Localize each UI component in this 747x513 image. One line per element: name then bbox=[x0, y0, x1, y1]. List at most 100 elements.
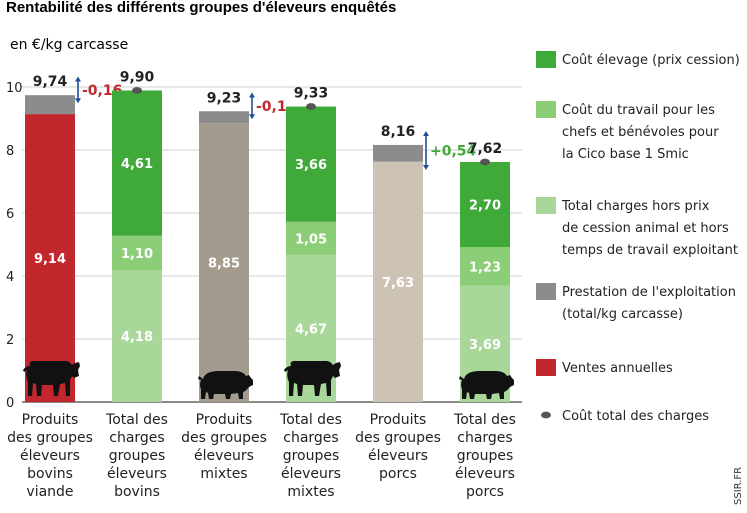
category-label-line: éleveurs bbox=[20, 448, 80, 464]
total-value-label: 9,33 bbox=[294, 86, 329, 102]
legend-item: Coût total des charges bbox=[541, 409, 709, 424]
category-label-line: éleveurs bbox=[455, 466, 515, 482]
bar-stack: 4,67 1,05 3,66 9,33 bbox=[284, 86, 341, 402]
category-label-line: des groupes bbox=[181, 430, 267, 446]
segment-value-label: 3,69 bbox=[469, 338, 501, 353]
legend: Coût élevage (prix cession) Coût du trava… bbox=[536, 51, 740, 424]
legend-label: de cession animal et hors bbox=[562, 221, 729, 236]
category-label-line: Produits bbox=[22, 412, 79, 428]
pig-icon bbox=[198, 371, 253, 399]
y-tick-label: 0 bbox=[6, 396, 14, 411]
segment-value-label: 4,67 bbox=[295, 322, 327, 337]
segment-value-label: 4,18 bbox=[121, 330, 153, 345]
bar-stack: 8,85 9,23 -0,1 bbox=[198, 90, 287, 402]
difference-label: -0,1 bbox=[256, 99, 287, 115]
y-tick-label: 2 bbox=[6, 333, 14, 348]
cow-icon bbox=[284, 360, 341, 396]
bar-segment bbox=[25, 95, 75, 115]
category-label-line: des groupes bbox=[355, 430, 441, 446]
legend-label: chefs et bénévoles pour bbox=[562, 125, 719, 140]
total-cost-marker bbox=[306, 103, 316, 110]
category-label-line: groupes bbox=[109, 448, 166, 464]
bar-segment bbox=[25, 114, 75, 402]
legend-swatch bbox=[536, 197, 556, 214]
category-label: Produits des groupes éleveurs mixtes bbox=[181, 412, 267, 482]
category-label: Total des charges groupes éleveurs bovins bbox=[105, 412, 168, 500]
category-label-line: charges bbox=[457, 430, 512, 446]
bar-segment bbox=[460, 161, 510, 248]
category-label-line: Total des bbox=[105, 412, 168, 428]
difference-arrow bbox=[423, 130, 429, 170]
total-value-label: 9,90 bbox=[120, 69, 155, 85]
bar-segment bbox=[373, 161, 423, 402]
category-label: Produits des groupes éleveurs porcs bbox=[355, 412, 441, 482]
legend-label: (total/kg carcasse) bbox=[562, 307, 683, 322]
y-tick-label: 6 bbox=[6, 207, 14, 222]
category-labels: Produits des groupes éleveurs bovins viande T… bbox=[7, 412, 516, 500]
category-label-line: éleveurs bbox=[107, 466, 167, 482]
category-label-line: éleveurs bbox=[368, 448, 428, 464]
difference-arrow bbox=[75, 76, 81, 104]
legend-item: Coût du travail pour les chefs et bénévol… bbox=[536, 101, 719, 162]
category-label-line: éleveurs bbox=[281, 466, 341, 482]
legend-label: Ventes annuelles bbox=[562, 361, 673, 376]
segment-value-label: 9,14 bbox=[34, 252, 66, 267]
category-label-line: viande bbox=[26, 484, 73, 500]
total-value-label: 7,62 bbox=[468, 141, 503, 157]
category-label-line: Total des bbox=[279, 412, 342, 428]
category-label-line: charges bbox=[109, 430, 164, 446]
bar-segment bbox=[112, 270, 162, 402]
segment-value-label: 1,10 bbox=[121, 247, 153, 262]
chart-title: Rentabilité des différents groupes d'éle… bbox=[6, 0, 396, 16]
y-tick-label: 8 bbox=[6, 144, 14, 159]
segment-value-label: 8,85 bbox=[208, 257, 240, 272]
bar-segment bbox=[460, 247, 510, 286]
category-label-line: bovins bbox=[114, 484, 160, 500]
bar-segment bbox=[199, 123, 249, 402]
category-label-line: Total des bbox=[453, 412, 516, 428]
legend-swatch bbox=[536, 101, 556, 118]
category-label-line: groupes bbox=[283, 448, 340, 464]
unit-label: en €/kg carcasse bbox=[10, 37, 128, 53]
category-label-line: porcs bbox=[466, 484, 504, 500]
segment-value-label: 1,05 bbox=[295, 232, 327, 247]
category-label-line: bovins bbox=[27, 466, 73, 482]
bar-stack: 4,18 1,10 4,61 9,90 bbox=[112, 69, 162, 402]
legend-swatch bbox=[536, 359, 556, 376]
legend-item: Ventes annuelles bbox=[536, 359, 673, 376]
bar-segment bbox=[112, 235, 162, 271]
segment-value-label: 1,23 bbox=[469, 260, 501, 275]
legend-label: temps de travail exploitant bbox=[562, 243, 738, 258]
segment-value-label: 2,70 bbox=[469, 198, 501, 213]
category-label: Total des charges groupes éleveurs mixtes bbox=[279, 412, 342, 500]
bar-segment bbox=[286, 221, 336, 255]
legend-item: Total charges hors prix de cession animal… bbox=[536, 197, 738, 258]
legend-item: Prestation de l'exploitation (total/kg ca… bbox=[536, 283, 736, 322]
bars: 9,149,74-0,164,181,104,619,908,859,23-0,… bbox=[23, 69, 514, 402]
bar-segment bbox=[373, 144, 423, 162]
segment-value-label: 7,63 bbox=[382, 276, 414, 291]
bar-stack: 9,149,74-0,16 bbox=[23, 74, 122, 402]
legend-label: Coût élevage (prix cession) bbox=[562, 53, 740, 68]
legend-label: la Cico base 1 Smic bbox=[562, 147, 689, 162]
bar-segment bbox=[112, 90, 162, 236]
total-cost-marker bbox=[480, 158, 490, 166]
segment-value-label: 4,61 bbox=[121, 157, 153, 172]
category-label-line: charges bbox=[283, 430, 338, 446]
legend-label: Coût total des charges bbox=[562, 409, 709, 424]
total-value-label: 9,23 bbox=[207, 90, 242, 106]
category-label-line: porcs bbox=[379, 466, 417, 482]
legend-swatch bbox=[536, 51, 556, 68]
difference-label: +0,54 bbox=[430, 143, 477, 159]
category-label-line: Produits bbox=[196, 412, 253, 428]
total-value-label: 9,74 bbox=[33, 74, 68, 90]
category-label-line: mixtes bbox=[200, 466, 247, 482]
pig-icon bbox=[459, 371, 514, 399]
y-tick-label: 4 bbox=[6, 270, 14, 285]
cow-icon bbox=[23, 360, 80, 396]
legend-item: Coût élevage (prix cession) bbox=[536, 51, 740, 68]
legend-label: Prestation de l'exploitation bbox=[562, 285, 736, 300]
segment-value-label: 3,66 bbox=[295, 158, 327, 173]
